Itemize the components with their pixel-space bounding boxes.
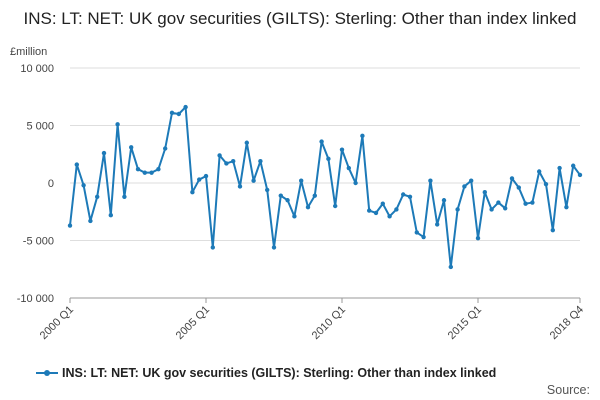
data-point <box>346 165 351 171</box>
data-point <box>285 198 290 203</box>
data-point <box>421 234 426 240</box>
data-point <box>333 203 338 209</box>
data-point <box>523 201 528 206</box>
data-point <box>231 158 236 164</box>
y-tick-label: 10 000 <box>20 63 54 75</box>
data-point <box>564 204 569 210</box>
data-point <box>537 169 542 174</box>
data-point <box>394 207 399 212</box>
y-tick-label: -10 000 <box>17 293 54 305</box>
data-point <box>299 178 304 183</box>
x-tick-label: 2005 Q1 <box>174 304 212 342</box>
data-point <box>367 208 372 213</box>
data-point <box>530 200 535 205</box>
data-point <box>380 201 385 206</box>
data-point <box>577 172 583 178</box>
chart-title: INS: LT: NET: UK gov securities (GILTS):… <box>23 9 577 28</box>
series-line <box>69 106 581 268</box>
data-point <box>265 187 270 193</box>
data-point <box>108 213 114 218</box>
data-point <box>312 193 317 198</box>
data-point <box>469 178 474 183</box>
data-point <box>101 150 107 156</box>
data-point <box>509 176 515 181</box>
data-point <box>292 214 297 219</box>
data-point <box>455 207 460 212</box>
data-point <box>190 190 195 195</box>
y-tick-label: 0 <box>48 178 54 190</box>
data-point <box>224 161 229 166</box>
x-tick-label: 2015 Q1 <box>446 304 484 342</box>
data-point <box>129 145 134 150</box>
data-point <box>203 173 209 179</box>
data-point <box>543 181 549 187</box>
data-point <box>503 206 508 211</box>
x-tick-label: 2018 Q4 <box>548 304 586 342</box>
data-point <box>135 167 141 172</box>
data-point <box>67 223 73 228</box>
data-point <box>305 204 311 210</box>
grid-lines <box>70 67 580 299</box>
data-point <box>210 245 215 250</box>
data-point <box>550 227 555 233</box>
data-point <box>156 167 161 172</box>
data-point <box>482 190 487 195</box>
x-tick-labels: 2000 Q1 2005 Q1 2010 Q1 2015 Q1 2018 Q4 <box>38 298 586 342</box>
data-point <box>448 264 453 270</box>
data-point <box>197 177 202 182</box>
data-point <box>217 153 222 158</box>
series-line-group <box>67 104 583 270</box>
data-point <box>169 110 175 116</box>
data-point <box>244 140 249 145</box>
x-tick-label: 2010 Q1 <box>310 304 348 342</box>
y-tick-labels: 10 000 5 000 0 -5 000 -10 000 <box>17 63 54 305</box>
data-point <box>95 194 100 199</box>
data-point <box>74 162 80 167</box>
data-point <box>475 236 481 241</box>
data-point <box>373 210 379 216</box>
legend-label: INS: LT: NET: UK gov securities (GILTS):… <box>62 366 497 380</box>
data-point <box>462 184 467 189</box>
data-point <box>414 230 419 235</box>
data-point <box>428 178 433 183</box>
data-point <box>142 170 147 175</box>
data-point <box>407 194 413 199</box>
data-point <box>387 214 392 219</box>
data-point <box>339 147 345 152</box>
y-tick-label: -5 000 <box>23 236 54 248</box>
data-point <box>122 194 127 199</box>
data-point <box>496 200 501 205</box>
data-point <box>258 158 263 164</box>
data-point <box>489 207 494 212</box>
data-point <box>81 183 86 188</box>
data-point <box>237 184 243 189</box>
data-point <box>435 222 440 227</box>
data-point <box>176 111 181 117</box>
data-point <box>557 165 562 171</box>
data-point <box>88 218 93 224</box>
data-point <box>360 133 365 139</box>
y-tick-label: 5 000 <box>26 121 54 133</box>
data-point <box>163 146 168 151</box>
x-tick-label: 2000 Q1 <box>38 304 76 342</box>
data-point <box>516 185 521 190</box>
data-point <box>115 122 120 127</box>
data-point <box>251 178 256 183</box>
data-point <box>326 156 331 162</box>
data-point <box>353 180 358 186</box>
source-label: Source: <box>546 383 590 397</box>
legend: INS: LT: NET: UK gov securities (GILTS):… <box>36 366 496 380</box>
data-point <box>278 193 283 198</box>
data-point <box>149 170 154 175</box>
data-point <box>319 139 324 144</box>
data-point <box>441 198 447 203</box>
data-point <box>571 163 576 168</box>
legend-swatch-icon <box>36 368 58 378</box>
data-point <box>401 192 406 197</box>
data-point <box>183 104 188 110</box>
data-point <box>271 245 277 250</box>
y-axis-label: £million <box>10 46 48 58</box>
